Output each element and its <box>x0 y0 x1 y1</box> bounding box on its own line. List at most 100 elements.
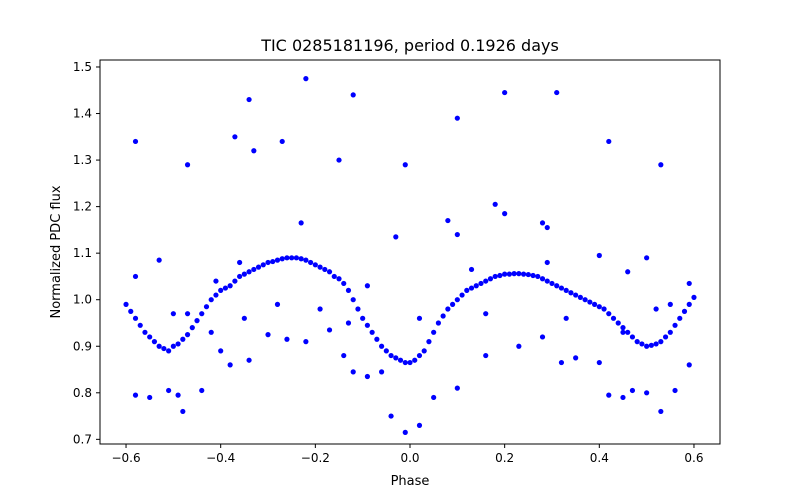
y-tick-label: 1.3 <box>73 153 92 167</box>
data-point <box>487 276 494 282</box>
data-point <box>227 283 233 289</box>
data-point <box>383 348 389 354</box>
data-point <box>596 359 602 366</box>
data-point <box>184 332 191 338</box>
data-point <box>166 387 172 394</box>
data-point <box>483 352 489 359</box>
data-point <box>681 308 688 314</box>
data-point <box>440 313 446 319</box>
data-point <box>620 325 626 331</box>
y-tick-label: 1.2 <box>73 200 92 214</box>
data-point <box>393 234 399 240</box>
data-point <box>620 394 626 401</box>
y-tick-label: 1.1 <box>73 246 92 260</box>
data-point <box>270 258 276 265</box>
data-point <box>686 301 692 307</box>
data-point <box>492 201 498 207</box>
data-point <box>364 283 370 289</box>
data-point <box>525 271 531 278</box>
data-point <box>203 304 210 310</box>
data-point <box>412 357 418 363</box>
data-point <box>416 352 423 359</box>
data-point <box>667 301 673 307</box>
data-point <box>322 266 328 273</box>
data-point <box>686 362 692 368</box>
data-point <box>686 280 692 287</box>
data-point <box>213 292 219 298</box>
data-point <box>388 413 394 419</box>
data-point <box>454 115 460 121</box>
data-point <box>426 339 432 345</box>
y-tick-label: 1.4 <box>73 107 92 121</box>
data-point <box>577 294 583 300</box>
data-point <box>672 387 678 394</box>
data-point <box>199 387 205 394</box>
data-point <box>601 306 607 312</box>
data-point <box>303 339 309 345</box>
data-point <box>483 311 489 317</box>
data-point <box>137 322 143 328</box>
data-point <box>274 257 281 263</box>
data-point <box>450 301 456 307</box>
data-point <box>653 341 659 347</box>
data-point <box>658 408 664 415</box>
data-point <box>563 287 569 293</box>
data-point <box>468 285 475 291</box>
data-point <box>303 76 309 82</box>
data-point <box>644 390 650 396</box>
data-point <box>416 315 423 321</box>
data-point <box>208 329 214 335</box>
data-point <box>468 266 475 273</box>
data-point <box>629 334 636 340</box>
data-point <box>312 262 318 268</box>
y-axis-label: Normalized PDC flux <box>49 185 64 318</box>
data-point <box>539 276 546 282</box>
data-point <box>644 343 650 349</box>
data-point <box>573 292 579 298</box>
data-point <box>478 280 484 287</box>
data-point <box>194 318 200 324</box>
data-point <box>520 271 527 277</box>
data-point <box>454 297 460 303</box>
data-point <box>625 269 631 275</box>
data-point <box>416 422 423 428</box>
data-point <box>369 329 375 335</box>
plot-frame <box>99 59 721 445</box>
data-point <box>208 297 214 303</box>
y-tick-label: 0.8 <box>73 386 92 400</box>
data-point <box>397 357 404 363</box>
data-point <box>568 290 574 296</box>
data-point <box>161 345 167 352</box>
data-point <box>246 96 252 103</box>
data-point <box>222 285 229 291</box>
data-point <box>454 231 460 238</box>
data-point <box>364 373 370 380</box>
data-point <box>218 348 224 354</box>
data-point <box>298 256 304 262</box>
data-point <box>166 348 172 354</box>
data-point <box>672 322 678 328</box>
x-tick-label: 0.0 <box>400 451 419 465</box>
data-point <box>184 311 191 317</box>
data-point <box>596 252 602 259</box>
data-point <box>255 264 262 270</box>
data-point <box>582 297 588 303</box>
data-point <box>345 320 352 326</box>
data-point <box>246 269 252 275</box>
x-tick-label: 0.2 <box>495 451 514 465</box>
data-point <box>459 292 465 298</box>
data-point <box>544 259 550 266</box>
data-point <box>213 278 219 284</box>
data-point <box>402 359 408 366</box>
data-point <box>483 278 489 284</box>
data-point <box>407 359 413 366</box>
data-point <box>156 257 162 263</box>
data-point <box>516 343 522 349</box>
data-point <box>554 89 560 96</box>
y-tick-label: 1.5 <box>73 60 92 74</box>
data-point <box>502 89 508 96</box>
data-point <box>606 311 612 317</box>
x-tick-label: −0.4 <box>206 451 235 465</box>
